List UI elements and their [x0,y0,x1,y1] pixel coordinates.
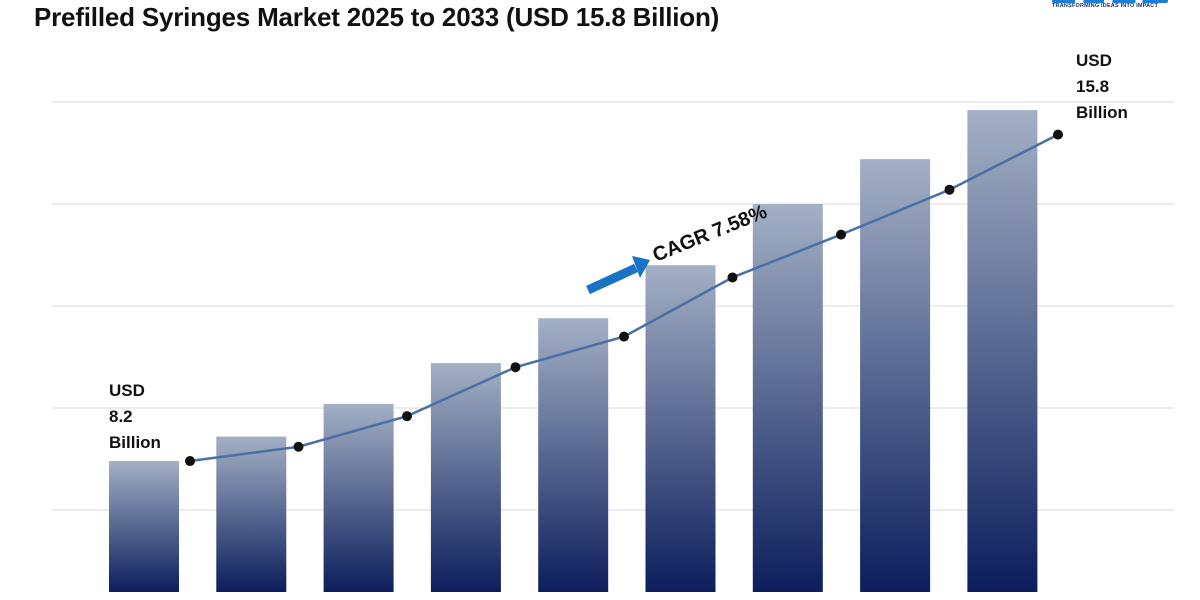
start-label-line-3: Billion [109,433,161,452]
chart-title: Prefilled Syringes Market 2025 to 2033 (… [34,2,720,32]
logo-mark [1052,0,1168,3]
bar-2029 [538,318,609,592]
end-label-line-2: 15.8 [1076,77,1109,96]
marker-2026 [293,441,304,452]
cagr-arrow-shaft [586,263,638,295]
end-label-line-3: Billion [1076,103,1128,122]
logo-tagline: TRANSFORMING IDEAS INTO IMPACT [1052,3,1159,9]
marker-2029 [619,331,629,342]
marker-2032 [944,184,955,195]
start-label-line-2: 8.2 [109,407,133,426]
marker-2031 [836,229,846,240]
cagr-label: CAGR 7.58% [650,201,771,267]
bar-2027 [323,403,394,592]
bar-2032 [860,159,931,592]
marker-2027 [402,411,412,422]
bar-2033 [967,110,1038,592]
bar-2025 [109,461,179,592]
trend-markers [185,129,1063,467]
company-logo: TRANSFORMING IDEAS INTO IMPACT [1052,0,1168,12]
bar-2028 [430,363,501,592]
start-label-line-1: USD [109,381,145,400]
cagr-arrow-head [632,256,650,278]
bar-2026 [216,436,287,592]
bars [109,110,1038,592]
marker-2028 [510,362,521,373]
end-label-line-1: USD [1076,51,1112,70]
bar-2030 [645,265,716,592]
bar-2031 [752,204,823,592]
marker-2030 [727,272,738,283]
marker-2025 [185,456,195,467]
marker-2033 [1053,129,1063,140]
